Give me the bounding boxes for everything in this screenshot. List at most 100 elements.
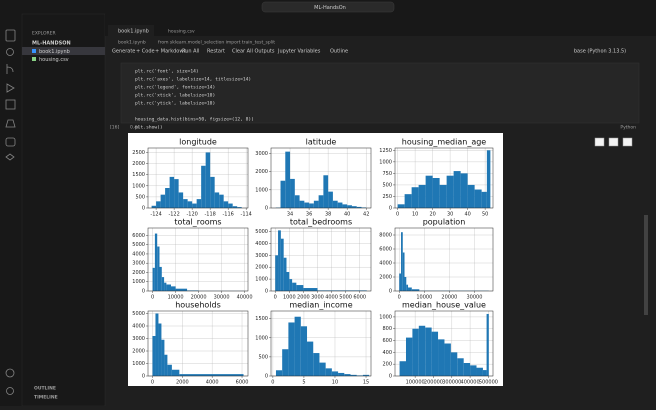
histogram-bar bbox=[276, 370, 282, 376]
histogram-bar bbox=[406, 338, 412, 376]
scrollbar-thumb[interactable] bbox=[644, 215, 648, 315]
y-tick-label: 200 bbox=[382, 362, 392, 368]
y-tick-label: 0 bbox=[265, 289, 268, 295]
toolbar-button[interactable]: Clear All Outputs bbox=[232, 49, 275, 55]
file-icon bbox=[32, 57, 36, 61]
y-tick-label: 1000 bbox=[255, 187, 268, 193]
y-tick-label: 3000 bbox=[132, 261, 145, 267]
x-tick-label: 0 bbox=[274, 295, 277, 301]
histogram-bar bbox=[440, 185, 447, 208]
x-tick-label: 10 bbox=[412, 212, 418, 218]
file-name[interactable]: book1.ipynb bbox=[39, 49, 70, 55]
toolbar-button[interactable]: + Code bbox=[136, 49, 155, 55]
file-name[interactable]: housing.csv bbox=[39, 57, 69, 63]
y-tick-label: 600 bbox=[382, 338, 392, 344]
histogram-bar bbox=[176, 289, 187, 291]
histogram-bar bbox=[289, 279, 292, 291]
histogram-bar bbox=[477, 368, 483, 376]
exec-count: [16] bbox=[110, 125, 119, 131]
x-tick-label: 300000 bbox=[442, 380, 461, 386]
histogram-bar bbox=[164, 283, 166, 291]
activity-bar bbox=[0, 14, 22, 406]
histogram-bar bbox=[152, 336, 155, 376]
sidebar-title: EXPLORER bbox=[32, 31, 56, 37]
histogram-bar bbox=[342, 204, 347, 208]
histogram-bar bbox=[210, 177, 215, 208]
toolbar-button[interactable]: Outline bbox=[330, 49, 348, 55]
code-line: plt.rc('legend', fontsize=14) bbox=[135, 85, 215, 91]
histogram-bar bbox=[290, 179, 295, 208]
y-tick-label: 5000 bbox=[255, 229, 268, 235]
histogram-bar bbox=[179, 374, 243, 376]
x-tick-label: 6000 bbox=[353, 295, 366, 301]
cell-language[interactable]: Python bbox=[620, 125, 636, 131]
histogram-bar bbox=[162, 277, 164, 291]
y-tick-label: 4000 bbox=[255, 241, 268, 247]
y-tick-label: 5000 bbox=[132, 242, 145, 248]
histogram-bar bbox=[400, 361, 406, 376]
plot-title: median_house_value bbox=[402, 301, 486, 310]
y-tick-label: 0 bbox=[142, 289, 145, 295]
y-tick-label: 2000 bbox=[255, 169, 268, 175]
histogram-bar bbox=[215, 192, 220, 208]
histogram-bar bbox=[326, 368, 332, 376]
plot-title: population bbox=[423, 218, 466, 227]
histogram-bar bbox=[284, 258, 287, 291]
histogram-bar bbox=[281, 239, 284, 291]
y-tick-label: 3000 bbox=[132, 336, 145, 342]
histogram-bar bbox=[201, 166, 206, 208]
y-tick-label: 250 bbox=[382, 194, 392, 200]
kernel-label[interactable]: base (Python 3.13.5) bbox=[574, 49, 626, 55]
y-tick-label: 4000 bbox=[379, 261, 392, 267]
histogram-bar bbox=[157, 247, 159, 291]
y-tick-label: 1500 bbox=[255, 316, 268, 322]
histogram-bar bbox=[192, 204, 197, 208]
histogram-bar bbox=[425, 328, 431, 376]
tab-label[interactable]: housing.csv bbox=[168, 29, 195, 35]
histogram-bar bbox=[433, 178, 440, 208]
x-tick-label: 40000 bbox=[237, 295, 253, 301]
x-tick-label: 42 bbox=[363, 212, 369, 218]
breadcrumb[interactable]: book1.ipynb bbox=[118, 40, 146, 46]
histogram-bar bbox=[419, 326, 425, 376]
histogram-bar bbox=[432, 332, 438, 376]
histogram-bar bbox=[447, 176, 454, 208]
y-tick-label: 0 bbox=[389, 289, 392, 295]
histogram-bar bbox=[408, 288, 412, 292]
histogram-bar bbox=[219, 195, 224, 208]
histogram-bar bbox=[412, 289, 420, 291]
toolbar-button[interactable]: Jupyter Variables bbox=[277, 49, 321, 55]
tab-label[interactable]: book1.ipynb bbox=[118, 29, 149, 35]
histogram-bar bbox=[275, 255, 278, 291]
histogram-bar bbox=[487, 314, 489, 376]
sidebar bbox=[22, 14, 105, 406]
y-tick-label: 4000 bbox=[132, 251, 145, 257]
histogram-bar bbox=[314, 201, 319, 208]
x-tick-label: 0 bbox=[398, 295, 401, 301]
breadcrumb[interactable]: from sklearn.model_selection import trai… bbox=[158, 40, 275, 46]
x-tick-label: 15 bbox=[363, 380, 369, 386]
y-tick-label: 1000 bbox=[379, 159, 392, 165]
histogram-bar bbox=[300, 201, 305, 208]
sidebar-section[interactable]: OUTLINE bbox=[34, 386, 56, 392]
toolbar-button[interactable]: Restart bbox=[207, 49, 225, 55]
sidebar-section[interactable]: TIMELINE bbox=[34, 395, 58, 401]
histogram-bar bbox=[159, 267, 161, 291]
y-tick-label: 2000 bbox=[132, 161, 145, 167]
histogram-bar bbox=[352, 206, 357, 208]
histogram-bar bbox=[333, 201, 338, 208]
y-tick-label: 2000 bbox=[132, 349, 145, 355]
y-tick-label: 0 bbox=[389, 374, 392, 380]
folder-name[interactable]: ML-HANDSON bbox=[32, 41, 71, 47]
plot-title: households bbox=[175, 301, 221, 310]
x-tick-label: -124 bbox=[150, 212, 161, 218]
output-buttons[interactable] bbox=[595, 138, 632, 146]
histogram-bar bbox=[161, 340, 164, 376]
histogram-bar bbox=[295, 317, 301, 376]
toolbar-button[interactable]: Run All bbox=[182, 49, 199, 55]
code-line: plt.rc('xtick', labelsize=10) bbox=[135, 93, 215, 99]
histogram-bar bbox=[156, 201, 161, 208]
histogram-bar bbox=[475, 190, 482, 208]
toolbar-button[interactable]: Generate bbox=[112, 49, 135, 55]
x-tick-label: -114 bbox=[241, 212, 252, 218]
